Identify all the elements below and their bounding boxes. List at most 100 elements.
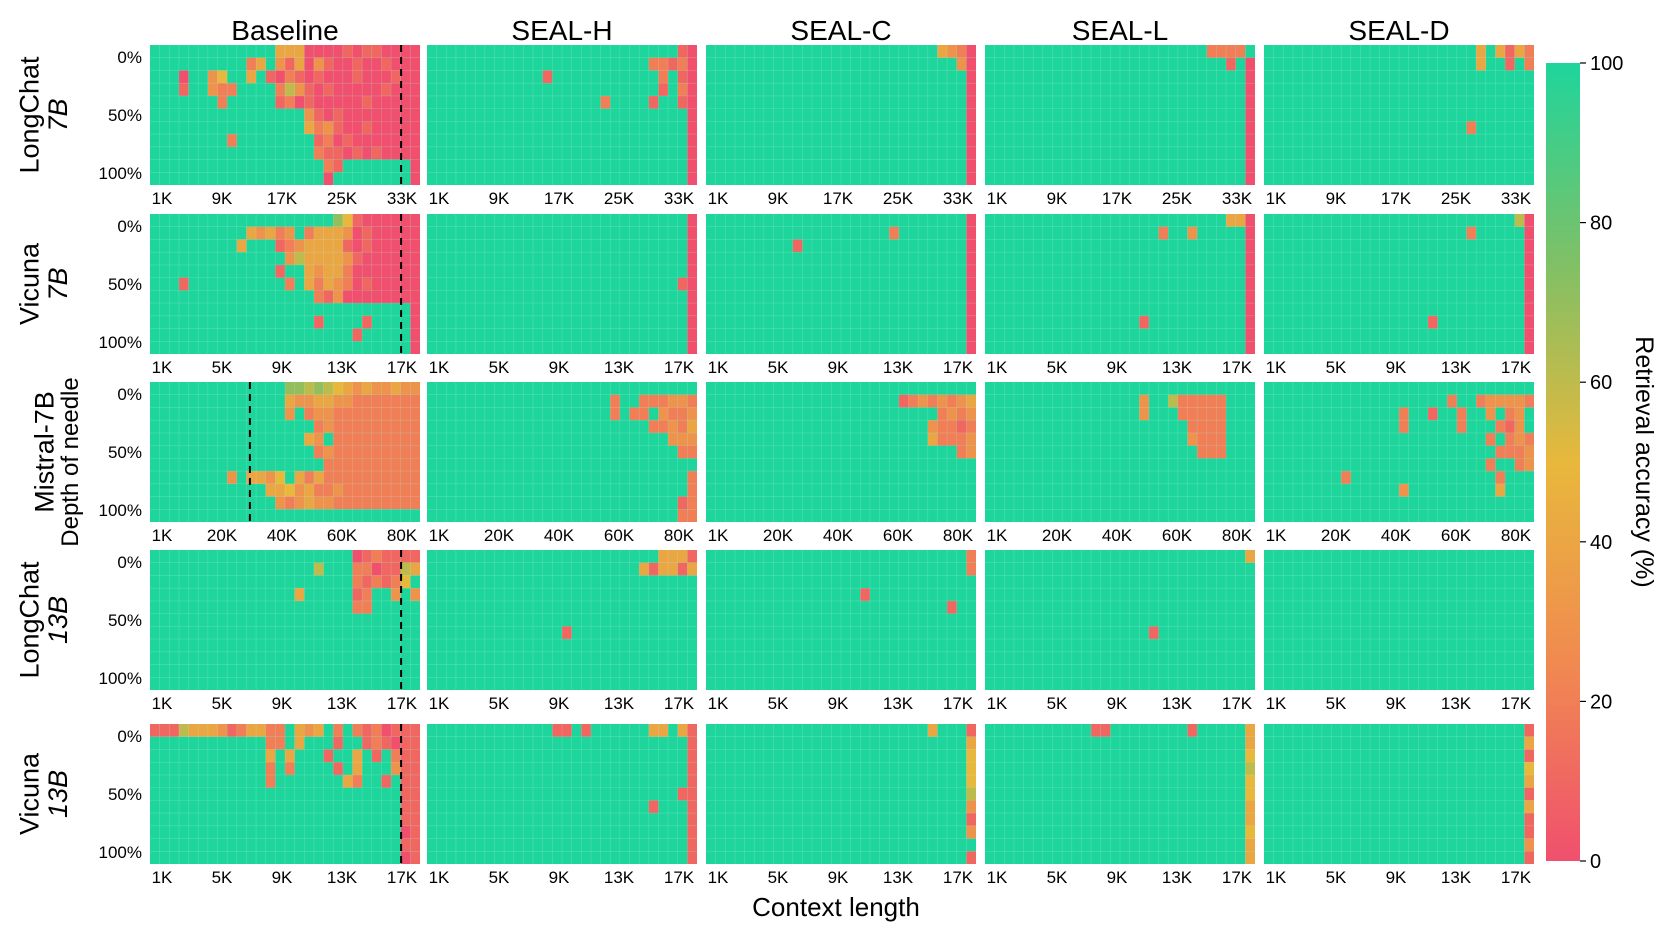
heatmap-cell: [658, 83, 669, 96]
heatmap-cell: [1399, 407, 1409, 421]
row-label-size: 7B: [43, 267, 73, 300]
heatmap-cell: [668, 407, 678, 421]
heatmap-cell: [371, 83, 382, 96]
heatmap-cell: [265, 70, 276, 84]
heatmap-cell: [1524, 724, 1534, 737]
heatmap-cell: [1505, 420, 1515, 433]
heatmap-cell: [381, 394, 392, 408]
heatmap-cell: [236, 239, 247, 253]
heatmap-cell: [639, 407, 649, 421]
x-tick: 1K: [708, 694, 729, 713]
heatmap-cell: [294, 394, 305, 408]
x-tick: 17K: [943, 868, 974, 887]
heatmap-cell: [227, 724, 237, 737]
heatmap-cell: [333, 57, 343, 71]
heatmap-cell: [1524, 445, 1534, 459]
heatmap-cell: [323, 172, 334, 185]
heatmap-cell: [1091, 724, 1101, 737]
heatmap-cell: [1197, 445, 1207, 459]
row-label-size: 7B: [43, 98, 73, 131]
heatmap-cell: [410, 483, 420, 497]
heatmap-cell: [400, 70, 411, 84]
x-tick: 1K: [1266, 526, 1287, 545]
x-tick: 1K: [987, 526, 1008, 545]
heatmap-cell: [342, 382, 353, 395]
heatmap-cell: [677, 432, 688, 446]
depth-tick: 50%: [108, 785, 142, 804]
x-tick: 9K: [828, 868, 849, 887]
heatmap-cell: [333, 134, 343, 147]
heatmap-cell: [178, 83, 189, 96]
heatmap-cell: [966, 445, 976, 459]
heatmap-cell: [323, 394, 334, 408]
heatmap-cell: [371, 146, 382, 160]
x-tick: 13K: [1162, 868, 1193, 887]
x-tick: 60K: [1441, 526, 1472, 545]
heatmap-cell: [639, 562, 649, 576]
heatmap-cell: [323, 95, 334, 109]
heatmap-cell: [371, 45, 382, 58]
heatmap-cell: [410, 724, 420, 737]
heatmap-cell: [1399, 483, 1409, 497]
heatmap-cell: [352, 407, 363, 421]
heatmap-cell: [581, 724, 591, 737]
heatmap-cell: [1245, 108, 1255, 122]
heatmap-cell: [207, 83, 218, 96]
heatmap-cell: [391, 45, 401, 58]
heatmap-cell: [1476, 57, 1486, 71]
x-tick: 13K: [1162, 694, 1193, 713]
panel-2-seal-l: 1K 20K 40K 60K 80K: [985, 382, 1255, 545]
x-tick: 1K: [1266, 868, 1287, 887]
heatmap-cell: [342, 471, 353, 484]
heatmap-cell: [265, 736, 276, 750]
y-axis-label: Depth of needle: [57, 377, 84, 546]
panel-4-seal-h: 1K 5K 9K 13K 17K: [427, 724, 697, 887]
x-tick: 80K: [1222, 526, 1253, 545]
heatmap-cell: [677, 787, 688, 801]
heatmap-cell: [1524, 838, 1534, 852]
heatmap-cell: [391, 382, 401, 395]
heatmap-cell: [400, 813, 411, 826]
heatmap-cell: [285, 252, 295, 265]
heatmap-cell: [333, 277, 343, 291]
x-tick: 1K: [1266, 358, 1287, 377]
heatmap-cell: [285, 277, 295, 291]
heatmap-cell: [285, 95, 295, 109]
heatmap-panels: 1K 9K 17K 25K 33K 1K 9K 17K 25K 33K 1K 9K 17K 25K 33K 1…: [150, 45, 1534, 887]
x-tick: 33K: [1501, 189, 1532, 208]
heatmap-cell: [1245, 134, 1255, 147]
heatmap-cell: [352, 774, 363, 788]
heatmap-cell: [677, 550, 688, 563]
heatmap-cell: [648, 420, 659, 433]
colorbar-ticks: 0 20 40 60 80 100: [1580, 53, 1623, 873]
depth-tick: 50%: [108, 275, 142, 294]
column-title-baseline: Baseline: [231, 15, 338, 46]
heatmap-cell: [1505, 445, 1515, 459]
heatmap-cell: [410, 471, 420, 484]
heatmap-cell: [342, 226, 353, 240]
heatmap-cell: [333, 407, 343, 421]
heatmap-cell: [381, 458, 392, 472]
heatmap-cell: [400, 787, 411, 801]
depth-tick: 100%: [99, 501, 142, 520]
heatmap-cell: [362, 550, 372, 563]
heatmap-cell: [313, 134, 324, 147]
heatmap-cell: [333, 483, 343, 497]
heatmap-cell: [687, 239, 697, 253]
x-tick: 40K: [823, 526, 854, 545]
x-tick: 9K: [1386, 868, 1407, 887]
x-tick: 13K: [1441, 358, 1472, 377]
heatmap-cell: [285, 239, 295, 253]
heatmap-cell: [227, 134, 237, 147]
heatmap-cell: [1245, 57, 1255, 71]
panel-background: [706, 724, 976, 864]
heatmap-cell: [889, 226, 899, 240]
heatmap-cell: [294, 496, 305, 510]
colorbar-label: Retrieval accuracy (%): [1630, 336, 1658, 587]
heatmap-cell: [1245, 315, 1255, 329]
row-label-model: Vicuna: [15, 242, 45, 325]
heatmap-cell: [966, 341, 976, 354]
x-tick: 80K: [1501, 526, 1532, 545]
heatmap-cell: [1245, 121, 1255, 135]
heatmap-cell: [304, 432, 314, 446]
